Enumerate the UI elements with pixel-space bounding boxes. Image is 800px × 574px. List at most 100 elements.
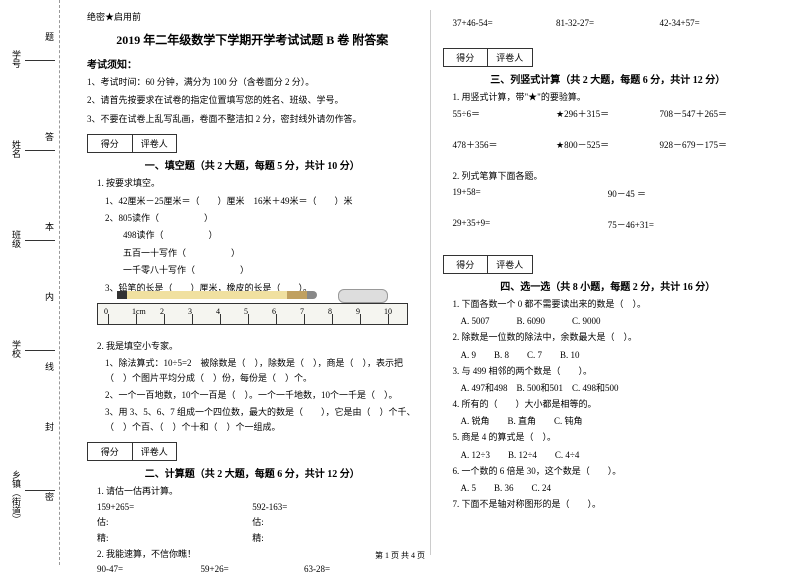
calc-item: 37+46-54= [453, 18, 557, 28]
binding-sidebar: 学号 姓名 班级 学校 乡镇（街道） 题 答 本 内 线 封 密 [0, 0, 60, 565]
ruler-number: 0 [104, 307, 108, 316]
calc-row: 159+265= 592-163= [97, 502, 408, 512]
calc-item: 708－547＋265＝ [660, 107, 764, 120]
side-line [25, 60, 55, 61]
right-column: 37+46-54= 81-32-27= 42-34+57= 得分 评卷人 三、列… [431, 10, 786, 555]
calc-item: 592-163= [252, 502, 407, 512]
seal-mark: 线 [45, 360, 54, 373]
grader-label: 评卷人 [133, 135, 177, 152]
calc-item: ★800－525＝ [556, 138, 660, 151]
calc-row: 37+46-54= 81-32-27= 42-34+57= [453, 18, 764, 28]
calc-item: 59+26= [201, 564, 305, 574]
score-box: 得分 评卷人 [443, 48, 533, 67]
grader-label: 评卷人 [133, 443, 177, 460]
ruler-tick [164, 314, 165, 324]
seal-mark: 密 [45, 490, 54, 503]
notice-item: 3、不要在试卷上乱写乱画，卷面不整洁扣 2 分，密封线外请勿作答。 [87, 112, 418, 126]
score-label: 得分 [444, 49, 489, 66]
question: 4. 所有的（ ）大小都是相等的。 [453, 397, 774, 411]
calc-item: 19+58= [453, 187, 608, 200]
side-line [25, 240, 55, 241]
question: 1. 下面各数一个 0 都不需要读出来的数是（ ）。 [453, 297, 774, 311]
ruler-number: 5 [244, 307, 248, 316]
score-box: 得分 评卷人 [87, 134, 177, 153]
calc-row: 55÷6＝ ★296＋315＝ 708－547＋265＝ [453, 107, 764, 120]
side-label-class: 班级 [10, 230, 23, 248]
calc-item: 75－46+31= [608, 218, 763, 231]
grader-label: 评卷人 [488, 49, 532, 66]
ruler-number: 7 [300, 307, 304, 316]
ruler-number: 10 [384, 307, 392, 316]
pencil-icon [117, 291, 317, 299]
ruler-number: 4 [216, 307, 220, 316]
calc-item: 精: [252, 531, 407, 544]
calc-row: 29+35+9= 75－46+31= [453, 218, 764, 231]
calc-item: 精: [97, 531, 252, 544]
score-box: 得分 评卷人 [443, 255, 533, 274]
ruler-number: 3 [188, 307, 192, 316]
ruler-tick [304, 314, 305, 324]
notice-item: 2、请首先按要求在试卷的指定位置填写您的姓名、班级、学号。 [87, 93, 418, 107]
section-title: 二、计算题（共 2 大题，每题 6 分，共计 12 分） [87, 465, 418, 480]
options: A. 497和498 B. 500和501 C. 498和500 [461, 381, 774, 394]
question: 1. 请估一估再计算。 [97, 484, 418, 498]
section-title: 三、列竖式计算（共 2 大题，每题 6 分，共计 12 分） [443, 71, 774, 86]
seal-mark: 答 [45, 130, 54, 143]
sub-question: 498读作（ ） [105, 228, 418, 242]
sub-question: 1、除法算式：10÷5=2 被除数是（ ），除数是（ ），商是（ ），表示把（ … [105, 356, 418, 385]
ruler-tick [276, 314, 277, 324]
question: 1. 按要求填空。 [97, 176, 418, 190]
options: A. 锐角 B. 直角 C. 钝角 [461, 414, 774, 427]
calc-item: 159+265= [97, 502, 252, 512]
calc-item: 63-28= [304, 564, 408, 574]
seal-mark: 题 [45, 30, 54, 43]
question: 1. 用竖式计算，带"★"的要验算。 [453, 90, 774, 104]
seal-mark: 本 [45, 220, 54, 233]
section-title: 四、选一选（共 8 小题，每题 2 分，共计 16 分） [443, 278, 774, 293]
question: 3. 与 499 相邻的两个数是（ ）。 [453, 364, 774, 378]
calc-item: 478＋356＝ [453, 138, 557, 151]
seal-mark: 内 [45, 290, 54, 303]
ruler-number: 2 [160, 307, 164, 316]
sub-question: 五百一十写作（ ） [105, 246, 418, 260]
ruler-tick [360, 314, 361, 324]
calc-row: 精: 精: [97, 531, 408, 544]
score-label: 得分 [88, 135, 133, 152]
page-footer: 第 1 页 共 4 页 [375, 550, 425, 561]
question: 2. 列式笔算下面各题。 [453, 169, 774, 183]
grader-label: 评卷人 [488, 256, 532, 273]
ruler-tick [220, 314, 221, 324]
side-line [25, 150, 55, 151]
ruler-scale: 0 1cm 2 3 4 5 6 7 8 9 10 [97, 303, 408, 325]
calc-row: 478＋356＝ ★800－525＝ 928－679－175＝ [453, 138, 764, 151]
calc-item: 估: [252, 515, 407, 528]
side-label-school: 学校 [10, 340, 23, 358]
calc-item: 55÷6＝ [453, 107, 557, 120]
question: 2. 我是填空小专家。 [97, 339, 418, 353]
ruler-number: 1cm [132, 307, 146, 316]
left-column: 绝密★启用前 2019 年二年级数学下学期开学考试试题 B 卷 附答案 考试须知… [75, 10, 430, 555]
side-label-name: 姓名 [10, 140, 23, 158]
sub-question: 2、一个一百地数，10个一百是（ ）。一个一千地数，10个一千是（ ）。 [105, 388, 418, 402]
ruler-number: 9 [356, 307, 360, 316]
exam-page: 学号 姓名 班级 学校 乡镇（街道） 题 答 本 内 线 封 密 绝密★启用前 … [0, 0, 800, 565]
calc-row: 19+58= 90－45 ＝ [453, 187, 764, 200]
options: A. 9 B. 8 C. 7 B. 10 [461, 348, 774, 361]
notice-head: 考试须知： [87, 56, 418, 71]
sub-question: 1、42厘米－25厘米＝（ ）厘米 16米＋49米＝（ ）米 [105, 194, 418, 208]
ruler-tick [108, 314, 109, 324]
calc-row: 估: 估: [97, 515, 408, 528]
sub-question: 3、用 3、5、6、7 组成一个四位数，最大的数是（ ），它是由（ ）个千、（ … [105, 405, 418, 434]
sub-question: 2、805读作（ ） [105, 211, 418, 225]
calc-row: 90-47= 59+26= 63-28= [97, 564, 408, 574]
sub-question: 一千零八十写作（ ） [105, 263, 418, 277]
score-label: 得分 [444, 256, 489, 273]
ruler-number: 8 [328, 307, 332, 316]
options: A. 5007 B. 6090 C. 9000 [461, 314, 774, 327]
calc-item: 81-32-27= [556, 18, 660, 28]
ruler-number: 6 [272, 307, 276, 316]
section-title: 一、填空题（共 2 大题，每题 5 分，共计 10 分） [87, 157, 418, 172]
side-line [25, 350, 55, 351]
question: 5. 商是 4 的算式是（ ）。 [453, 430, 774, 444]
side-label-town: 乡镇（街道） [10, 470, 23, 524]
